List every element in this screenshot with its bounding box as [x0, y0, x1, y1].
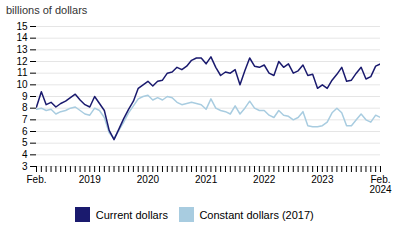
svg-text:13: 13 — [16, 44, 28, 55]
svg-text:2020: 2020 — [137, 174, 160, 185]
svg-text:2022: 2022 — [253, 174, 276, 185]
svg-text:2021: 2021 — [195, 174, 218, 185]
svg-text:7: 7 — [22, 114, 28, 125]
svg-text:4: 4 — [22, 149, 28, 160]
html-text:Current dollars: Current dollars — [95, 208, 168, 221]
svg-text:6: 6 — [22, 126, 28, 137]
svg-text:12: 12 — [16, 56, 28, 67]
html-text:billions of dollars: billions of dollars — [6, 4, 88, 16]
svg-text:2023: 2023 — [311, 174, 334, 185]
svg-text:Feb.: Feb. — [26, 174, 46, 185]
svg-text:Feb.2024: Feb.2024 — [369, 174, 392, 195]
svg-text:3: 3 — [22, 161, 28, 172]
html-text:Constant dollars (2017): Constant dollars (2017) — [199, 208, 314, 221]
svg-text:11: 11 — [17, 67, 28, 78]
svg-text:5: 5 — [22, 137, 28, 148]
svg-text:9: 9 — [22, 91, 28, 102]
svg-text:15: 15 — [16, 21, 28, 32]
svg-text:2019: 2019 — [79, 174, 102, 185]
svg-text:10: 10 — [16, 79, 28, 90]
svg-text:8: 8 — [22, 102, 28, 113]
svg-text:14: 14 — [16, 32, 28, 43]
